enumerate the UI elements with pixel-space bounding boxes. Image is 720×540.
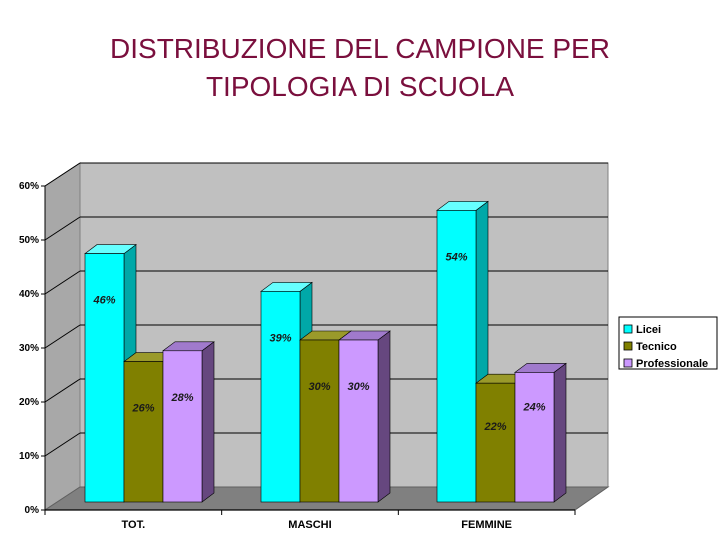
gridline-side	[44, 432, 81, 457]
data-label: 28%	[170, 392, 193, 404]
y-tick-label: 60%	[19, 181, 39, 192]
gridline-side	[44, 270, 81, 295]
y-tick-label: 20%	[19, 397, 39, 408]
bar-professionale-1: 28%	[162, 341, 215, 503]
gridline-side	[44, 216, 81, 241]
bar-front	[162, 350, 203, 503]
bar-professionale-2: 30%	[338, 330, 391, 503]
y-tick-label: 40%	[19, 289, 39, 300]
legend-label-licei: Licei	[636, 324, 661, 336]
chart-title: DISTRIBUZIONE DEL CAMPIONE PER TIPOLOGIA…	[0, 30, 720, 106]
title-line-1: DISTRIBUZIONE DEL CAMPIONE PER	[110, 33, 610, 64]
title-line-2: TIPOLOGIA DI SCUOLA	[205, 71, 515, 102]
legend-swatch-professionale	[623, 358, 633, 368]
y-tick-label: 30%	[19, 343, 39, 354]
y-axis: 0% 10% 20% 30% 40% 50% 60%	[19, 181, 46, 516]
bar-front	[514, 372, 555, 503]
x-category-label: MASCHI	[288, 519, 331, 531]
legend-box	[618, 316, 718, 370]
gridline-side	[44, 162, 81, 187]
legend-label-tecnico: Tecnico	[636, 341, 677, 353]
data-label: 30%	[308, 381, 330, 393]
bar-side	[553, 362, 567, 503]
data-label: 30%	[347, 381, 369, 393]
x-category-label: FEMMINE	[461, 519, 512, 531]
legend-label-professionale: Professionale	[636, 358, 708, 370]
bar-professionale-3: 24%	[514, 362, 567, 503]
x-category-label: TOT.	[122, 519, 146, 531]
data-label: 46%	[92, 295, 115, 307]
gridline-side	[44, 324, 81, 349]
bar-front	[338, 339, 379, 503]
bar-front	[84, 253, 125, 503]
data-label: 24%	[522, 401, 545, 413]
gridline-side	[44, 378, 81, 403]
y-tick-label: 50%	[19, 235, 39, 246]
legend-swatch-tecnico	[623, 341, 633, 351]
x-axis: TOT. MASCHI FEMMINE	[44, 509, 576, 531]
bar-side	[201, 341, 215, 503]
bar-front	[475, 382, 516, 503]
y-tick-label: 10%	[19, 451, 39, 462]
bar-front	[436, 210, 477, 503]
bar-front	[123, 361, 164, 503]
legend: Licei Tecnico Professionale	[618, 316, 718, 370]
bar-front	[260, 291, 301, 503]
data-label: 22%	[483, 421, 506, 433]
y-tick-label: 0%	[25, 505, 40, 516]
legend-swatch-licei	[623, 324, 633, 334]
bar-side	[377, 330, 391, 503]
data-label: 39%	[269, 332, 291, 344]
data-label: 54%	[445, 251, 467, 263]
bar-front	[299, 339, 340, 503]
data-label: 26%	[131, 403, 154, 415]
bar-tecnico-2: 30%	[299, 330, 352, 503]
bars: 46% 26% 28% 39% 30% 30% 54% 22% 24%	[84, 200, 567, 503]
